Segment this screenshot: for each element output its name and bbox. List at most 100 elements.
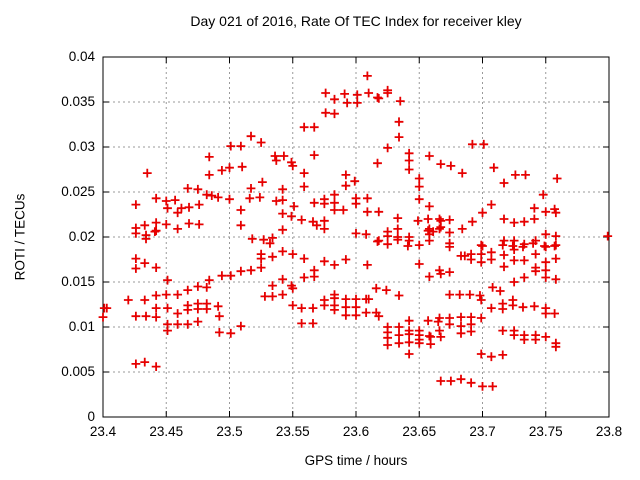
data-point-marker <box>393 213 403 223</box>
data-point-marker <box>403 241 413 251</box>
data-point-marker <box>551 342 561 352</box>
data-point-marker <box>309 272 319 281</box>
data-point-marker <box>436 332 446 342</box>
data-point-marker <box>414 338 424 348</box>
data-point-marker <box>299 182 309 191</box>
data-point-marker <box>271 156 281 165</box>
data-point-marker <box>518 302 528 312</box>
data-point-marker <box>424 224 434 234</box>
data-point-marker <box>393 235 403 245</box>
data-point-marker <box>478 382 487 391</box>
data-point-marker <box>350 176 360 186</box>
y-tick-label: 0.03 <box>68 139 95 154</box>
data-point-marker <box>279 151 289 161</box>
data-point-marker <box>519 239 529 249</box>
data-point-marker <box>173 224 183 234</box>
data-point-marker <box>445 267 455 277</box>
data-point-marker <box>499 214 509 224</box>
data-point-marker <box>278 247 288 256</box>
data-point-marker <box>309 122 319 132</box>
x-tick-label: 23.5 <box>216 424 243 439</box>
data-point-marker <box>330 109 339 119</box>
data-point-marker <box>498 326 508 335</box>
data-point-marker <box>521 170 530 180</box>
data-point-marker <box>394 322 404 332</box>
data-point-marker <box>476 257 486 267</box>
data-point-marker <box>393 224 403 234</box>
data-point-marker <box>529 214 539 224</box>
data-point-marker <box>373 158 382 168</box>
x-tick-label: 23.45 <box>149 424 184 439</box>
data-point-marker <box>225 163 234 173</box>
data-point-marker <box>236 321 246 331</box>
data-point-marker <box>341 181 351 191</box>
data-point-marker <box>488 382 498 391</box>
data-point-marker <box>321 88 331 98</box>
data-point-marker <box>255 193 265 202</box>
data-point-marker <box>362 260 372 270</box>
data-point-marker <box>278 209 288 218</box>
data-point-marker <box>163 275 172 285</box>
data-point-marker <box>460 251 470 261</box>
data-point-marker <box>476 295 486 305</box>
data-point-marker <box>404 156 414 165</box>
data-point-marker <box>446 161 456 171</box>
y-tick-label: 0.04 <box>68 49 95 64</box>
data-point-marker <box>330 190 339 200</box>
data-point-marker <box>214 328 224 337</box>
data-point-marker <box>341 170 351 180</box>
data-point-marker <box>435 224 444 234</box>
data-point-marker <box>489 163 499 173</box>
data-point-marker <box>183 184 193 193</box>
data-point-marker <box>541 229 551 239</box>
data-point-marker <box>414 259 424 269</box>
x-tick-label: 23.6 <box>342 424 370 439</box>
data-point-marker <box>193 282 203 291</box>
data-point-marker <box>394 291 404 300</box>
x-tick-label: 23.7 <box>469 424 496 439</box>
data-point-marker <box>340 89 350 99</box>
data-point-marker <box>213 193 223 202</box>
data-point-marker <box>256 138 266 147</box>
data-point-marker <box>445 228 455 237</box>
data-point-marker <box>456 374 466 384</box>
data-point-marker <box>288 249 298 259</box>
x-tick-label: 23.75 <box>528 424 563 439</box>
data-point-marker <box>509 330 519 340</box>
data-point-marker <box>495 286 505 296</box>
data-point-marker <box>383 231 393 241</box>
data-point-marker <box>341 302 351 312</box>
data-point-marker <box>364 88 374 98</box>
data-point-marker <box>467 217 477 227</box>
data-point-marker <box>467 139 477 149</box>
data-point-marker <box>289 202 299 211</box>
data-point-marker <box>309 150 319 160</box>
data-point-marker <box>394 330 404 340</box>
data-point-marker <box>183 319 193 329</box>
data-point-marker <box>541 332 551 342</box>
data-point-marker <box>173 290 183 299</box>
data-point-marker <box>151 226 161 236</box>
data-point-marker <box>123 295 133 305</box>
data-point-marker <box>498 304 508 314</box>
data-point-marker <box>330 260 339 270</box>
data-point-marker <box>541 257 551 267</box>
data-point-marker <box>299 273 309 282</box>
data-point-marker <box>445 215 455 225</box>
data-point-marker <box>299 122 309 132</box>
data-point-marker <box>383 88 393 98</box>
data-point-marker <box>131 254 141 263</box>
data-point-marker <box>466 327 476 336</box>
data-point-marker <box>423 316 433 326</box>
data-point-marker <box>436 159 446 169</box>
data-point-marker <box>499 178 509 188</box>
data-point-marker <box>309 198 319 208</box>
data-point-marker <box>265 238 275 248</box>
data-point-marker <box>256 254 266 263</box>
data-point-marker <box>338 205 348 215</box>
data-point-marker <box>297 215 307 225</box>
data-point-marker <box>456 328 466 338</box>
data-point-marker <box>288 301 298 310</box>
data-point-marker <box>531 249 541 259</box>
